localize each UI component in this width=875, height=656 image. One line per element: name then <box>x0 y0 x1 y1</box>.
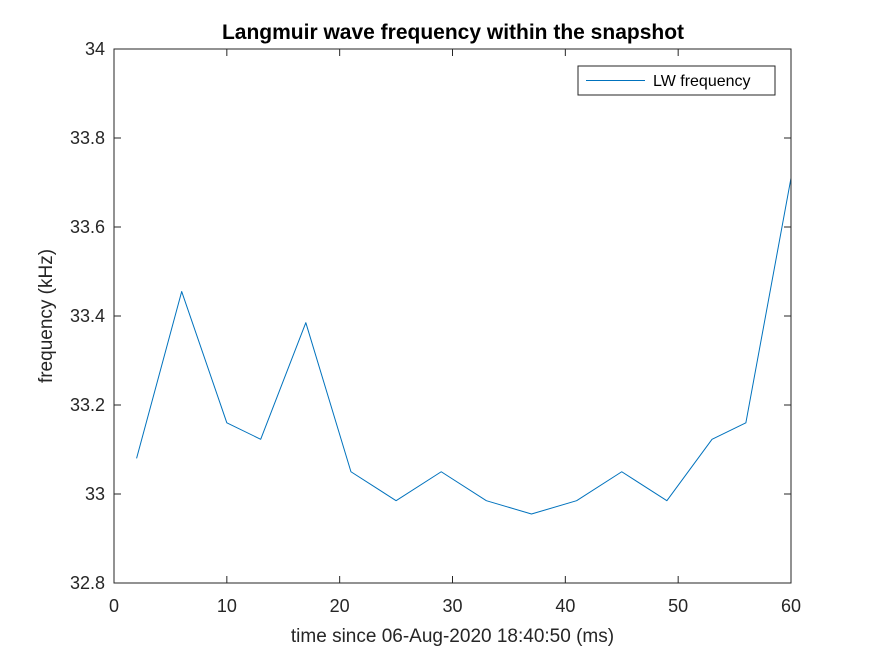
y-tick-label: 33 <box>85 484 105 504</box>
y-tick-label: 33.8 <box>70 128 105 148</box>
x-tick-label: 30 <box>442 596 462 616</box>
x-tick-label: 20 <box>330 596 350 616</box>
plot-area <box>114 49 791 583</box>
plot-frame <box>113 48 792 584</box>
y-tick-label: 33.4 <box>70 306 105 326</box>
series-line-0 <box>136 177 792 515</box>
x-tick-label: 0 <box>109 596 119 616</box>
y-tick-label: 34 <box>85 39 105 59</box>
chart-title: Langmuir wave frequency within the snaps… <box>222 21 684 44</box>
series-layer <box>136 177 792 515</box>
x-tick-label: 50 <box>668 596 688 616</box>
x-tick-label: 10 <box>217 596 237 616</box>
y-axis-ticks: 32.8 33 33.2 33.4 33.6 33.8 34 <box>70 39 791 593</box>
y-tick-label: 33.2 <box>70 395 105 415</box>
legend-label-lw-frequency: LW frequency <box>653 73 751 90</box>
y-tick-label: 33.6 <box>70 217 105 237</box>
legend: LW frequency <box>577 65 776 96</box>
x-axis-label: time since 06-Aug-2020 18:40:50 (ms) <box>291 626 614 647</box>
y-tick-label: 32.8 <box>70 573 105 593</box>
y-axis-label: frequency (kHz) <box>36 249 57 383</box>
x-tick-label: 40 <box>555 596 575 616</box>
x-tick-label: 60 <box>781 596 801 616</box>
x-axis-ticks: 0 10 20 30 40 50 60 <box>109 49 801 616</box>
